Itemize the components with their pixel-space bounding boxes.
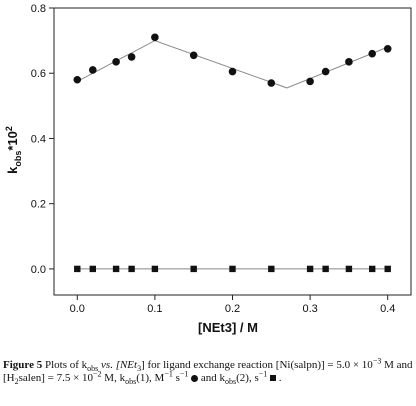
square-data-point [306,265,314,273]
circle-data-point [321,67,330,76]
caption-sub-4: 2 [14,377,19,387]
x-tick-label: 0.4 [380,303,395,315]
data-markers [73,33,392,273]
circle-data-point [112,58,120,66]
circle-data-point [89,66,97,74]
x-tick-label: 0.3 [302,303,317,315]
x-tick-label: 0.1 [147,303,162,315]
circle-data-point [345,58,353,66]
circle-data-point [73,75,82,84]
square-data-point [89,265,97,273]
square-data-point [74,265,81,273]
caption-sub-1: obs [87,364,99,374]
circle-data-point [267,79,276,87]
caption-text-1: Plots of k [42,359,88,371]
x-tick-label: 0.0 [70,303,85,315]
y-tick-label: 0.8 [31,3,46,15]
figure-caption: Figure 5 Plots of kobs vs. [NEt3] for li… [3,356,413,387]
square-data-point [322,265,329,273]
square-data-point [128,265,135,273]
square-data-point [190,265,197,273]
caption-sup-3: −3 [372,356,382,366]
square-data-point [151,265,159,273]
caption-sub-2: 3 [137,364,142,374]
y-axis-label: kobs*102 [4,126,23,174]
caption-text-8: s [172,372,180,384]
circle-series-fit-line [77,40,388,89]
circle-data-point [151,33,159,42]
caption-sub-9: obs [225,377,237,387]
caption-text-3: ] for ligand exchange reaction [Ni(salpn… [141,359,373,371]
square-data-point [112,265,120,273]
y-tick-label: 0.0 [31,264,46,276]
caption-text-5: salen] = 7.5 × 10 [18,372,94,384]
square-data-point [368,265,376,273]
square-data-point [268,265,275,273]
caption-sup-7: −1 [164,369,173,379]
caption-text-6: M, k [101,372,126,384]
y-tick-label: 0.6 [31,68,46,80]
circle-data-point [368,49,376,58]
caption-text-11: . [276,372,282,384]
caption-text-2: vs. [NEt [98,359,138,371]
y-tick-label: 0.2 [31,199,46,211]
caption-label: Figure 5 [3,359,43,371]
y-tick-label: 0.4 [31,133,46,145]
square-marker-legend-icon [270,375,277,382]
caption-text-4: M and [H [3,359,413,384]
caption-sup-5: −2 [93,369,102,379]
circle-data-point [228,67,237,76]
plot-frame [53,7,412,296]
caption-text-7: (1), M [136,372,165,384]
square-data-point [384,265,391,273]
x-tick-label: 0.2 [225,303,240,315]
chart-svg: 0.0 0.1 0.2 0.3 0.4 0.0 0.2 0.4 0.6 0.8 [NEt3] / … [4,3,412,335]
circle-data-point [127,53,136,61]
square-data-point [229,265,236,273]
circle-data-point [306,77,314,86]
circle-data-point [383,44,392,53]
caption-text-9: and k [198,372,226,384]
caption-sup-10: −1 [258,369,268,379]
axis-ticks: 0.0 0.1 0.2 0.3 0.4 0.0 0.2 0.4 0.6 0.8 [31,3,396,315]
x-axis-label: [NEt3] / M [198,320,258,335]
caption-sub-6: obs [125,377,137,387]
caption-text-10: (2), s [236,372,259,384]
square-data-point [345,265,353,273]
circle-marker-legend-icon [191,374,199,382]
caption-sup-8: −1 [179,369,189,379]
circle-data-point [189,51,198,60]
